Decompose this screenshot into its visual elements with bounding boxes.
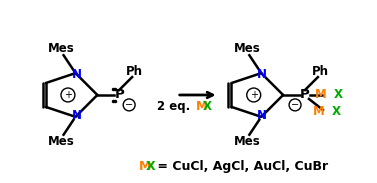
Text: 2 eq.: 2 eq. [157,100,195,113]
Text: N: N [257,68,267,81]
Text: X: X [334,88,343,102]
Text: −: − [291,100,299,110]
Text: M: M [313,105,325,118]
Text: Mes: Mes [48,42,75,55]
Text: P: P [300,88,310,102]
Text: M: M [196,100,207,113]
Text: X: X [332,105,341,118]
Text: X: X [146,160,156,173]
Text: P: P [114,88,124,102]
Text: Ph: Ph [311,65,328,78]
Text: N: N [257,109,267,122]
Text: Mes: Mes [234,135,261,148]
Text: −: − [125,100,133,110]
Text: N: N [72,109,81,122]
Text: Mes: Mes [48,135,75,148]
Text: X: X [203,100,211,113]
Text: Ph: Ph [126,65,143,78]
Text: +: + [250,90,258,100]
Text: N: N [72,68,81,81]
Text: Mes: Mes [234,42,261,55]
Text: = CuCl, AgCl, AuCl, CuBr: = CuCl, AgCl, AuCl, CuBr [153,160,328,173]
Text: +: + [64,90,72,100]
Text: M: M [315,88,327,102]
Text: M: M [139,160,152,173]
